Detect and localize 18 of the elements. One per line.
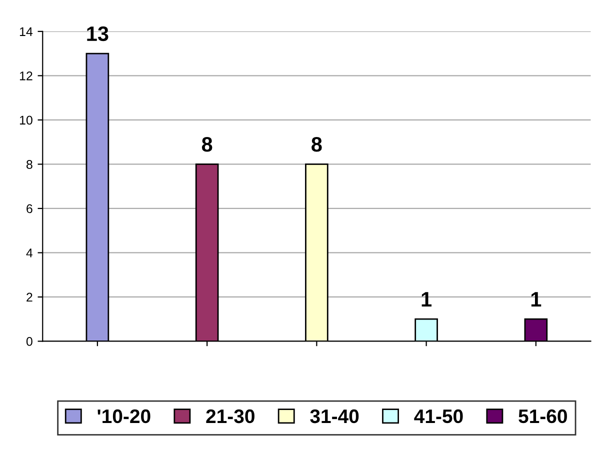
y-tick-label: 10 xyxy=(20,116,32,125)
legend-label: 31-40 xyxy=(310,409,359,424)
data-label: 1 xyxy=(531,292,542,306)
y-tick-label: 0 xyxy=(26,337,32,346)
data-label: 1 xyxy=(422,292,432,306)
y-tick-label: 4 xyxy=(26,248,33,258)
data-label: 8 xyxy=(312,137,322,152)
y-tick-label: 6 xyxy=(26,204,32,214)
legend-label: 21-30 xyxy=(206,409,254,424)
data-label: 13 xyxy=(87,26,108,42)
y-tick-label: 8 xyxy=(26,160,32,169)
data-label: 8 xyxy=(202,137,212,152)
legend-label: '10-20 xyxy=(98,409,150,424)
y-tick-label: 12 xyxy=(20,71,32,80)
legend-label: 51-60 xyxy=(518,409,567,424)
y-tick-label: 2 xyxy=(26,292,32,302)
legend-label: 41-50 xyxy=(414,409,463,424)
y-tick-label: 14 xyxy=(20,27,33,36)
